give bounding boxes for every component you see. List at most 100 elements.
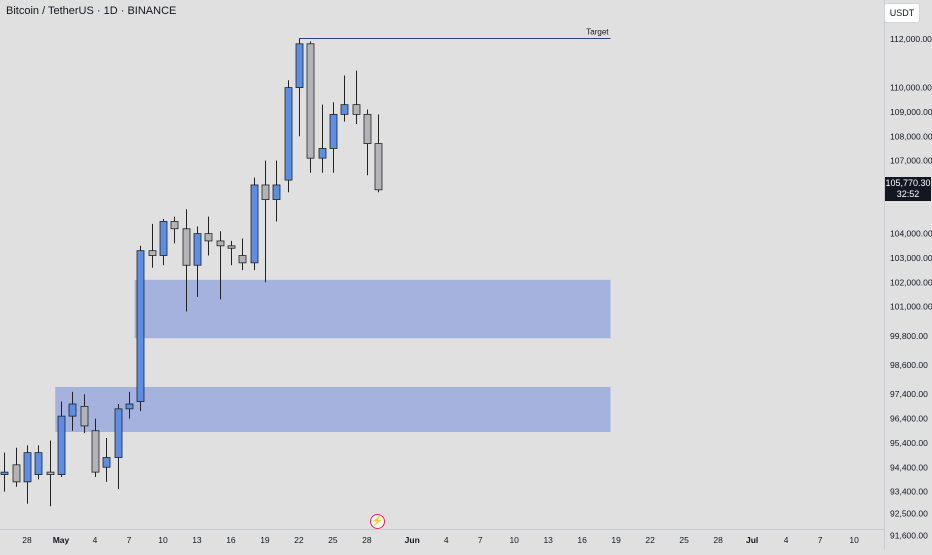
candle xyxy=(329,102,338,173)
time-tick-label: 22 xyxy=(294,535,304,545)
price-tick-label: 99,800.00 xyxy=(890,331,928,341)
time-axis[interactable]: 28 May 4 7 10 13 16 19 22 25 28 Jun 4 7 10 13 16 19 22 25 28… xyxy=(22,535,859,545)
candle xyxy=(80,394,89,434)
price-axis[interactable]: 112,000.00 110,000.00 109,000.00 108,000.00… xyxy=(890,34,932,540)
time-tick-label: 10 xyxy=(849,535,859,545)
target-label: Target xyxy=(586,28,609,37)
time-tick-label: 19 xyxy=(260,535,270,545)
time-tick-label: 10 xyxy=(509,535,519,545)
candle-body xyxy=(193,233,202,266)
currency-button[interactable]: USDT xyxy=(884,3,920,23)
candle-body xyxy=(170,221,179,230)
candle xyxy=(170,216,179,244)
candle xyxy=(340,75,349,122)
candle xyxy=(102,438,111,482)
time-tick-label: 7 xyxy=(127,535,132,545)
candle-body xyxy=(204,233,213,242)
last-price-label: 105,770.30 32:52 xyxy=(885,177,931,201)
candle xyxy=(216,231,225,300)
price-tick-label: 102,000.00 xyxy=(890,277,932,287)
time-tick-label: 13 xyxy=(192,535,202,545)
candle-body xyxy=(114,408,123,458)
candle xyxy=(352,70,361,125)
candles-layer xyxy=(0,38,383,507)
candle xyxy=(284,80,293,193)
candle xyxy=(0,452,9,492)
candle xyxy=(193,226,202,297)
candle xyxy=(159,219,168,266)
target-layer: Target xyxy=(298,28,611,39)
chart-title: Bitcoin / TetherUS · 1D · BINANCE xyxy=(6,5,177,17)
zones-layer xyxy=(55,279,611,432)
candle xyxy=(363,109,372,176)
candle-body xyxy=(238,255,247,264)
candle-body xyxy=(57,415,66,475)
candle-body xyxy=(34,452,43,475)
time-tick-label: 19 xyxy=(611,535,621,545)
time-tick-label: 28 xyxy=(22,535,32,545)
candle-body xyxy=(306,43,315,159)
price-tick-label: 104,000.00 xyxy=(890,229,932,239)
candle-body xyxy=(23,452,32,483)
price-tick-label: 101,000.00 xyxy=(890,302,932,312)
candle-body xyxy=(227,245,236,249)
price-tick-label: 103,000.00 xyxy=(890,253,932,263)
time-tick-label: 4 xyxy=(444,535,449,545)
time-tick-label: 4 xyxy=(784,535,789,545)
candle xyxy=(261,160,270,283)
time-tick-label: 28 xyxy=(713,535,723,545)
candle xyxy=(272,160,281,222)
price-tick-label: 92,500.00 xyxy=(890,508,928,518)
time-tick-label: 13 xyxy=(543,535,553,545)
candle xyxy=(136,245,145,412)
price-tick-label: 96,400.00 xyxy=(890,414,928,424)
candle-body xyxy=(340,104,349,115)
price-tick-label: 95,400.00 xyxy=(890,438,928,448)
candle-body xyxy=(91,430,100,473)
time-tick-label: 22 xyxy=(645,535,655,545)
candle-body xyxy=(374,143,383,191)
candle-body xyxy=(295,43,304,89)
candle xyxy=(114,403,123,490)
candle xyxy=(125,391,134,419)
price-tick-label: 110,000.00 xyxy=(890,83,932,93)
candle-body xyxy=(46,471,55,475)
candle xyxy=(57,401,66,477)
candle-body xyxy=(68,403,77,417)
time-tick-label: 16 xyxy=(226,535,236,545)
candle xyxy=(250,177,259,271)
candle xyxy=(12,447,21,487)
price-tick-label: 98,600.00 xyxy=(890,360,928,370)
time-tick-label: 7 xyxy=(478,535,483,545)
candle xyxy=(23,445,32,504)
candle xyxy=(306,41,315,173)
lightning-icon[interactable]: ⚡ xyxy=(370,514,385,529)
candle xyxy=(68,391,77,431)
candle xyxy=(182,209,191,312)
bar-countdown: 32:52 xyxy=(896,189,920,199)
time-tick-label: 4 xyxy=(93,535,98,545)
candle-body xyxy=(363,113,372,144)
candle-body xyxy=(0,471,9,475)
price-tick-label: 109,000.00 xyxy=(890,107,932,117)
price-tick-label: 91,600.00 xyxy=(890,530,928,540)
candle xyxy=(374,114,383,193)
candle-body xyxy=(272,184,281,200)
candle-body xyxy=(148,250,157,256)
candle-body xyxy=(284,87,293,181)
price-tick-label: 93,400.00 xyxy=(890,487,928,497)
candle xyxy=(91,418,100,477)
candle-body xyxy=(125,403,134,410)
time-tick-label: May xyxy=(53,535,70,545)
price-tick-label: 112,000.00 xyxy=(890,34,932,44)
price-tick-label: 108,000.00 xyxy=(890,131,932,141)
candle xyxy=(238,238,247,271)
candle xyxy=(227,240,236,266)
price-tick-label: 107,000.00 xyxy=(890,156,932,166)
time-tick-label: Jun xyxy=(405,535,420,545)
time-tick-label: 7 xyxy=(818,535,823,545)
candle-body xyxy=(329,113,338,149)
candle xyxy=(34,445,43,480)
